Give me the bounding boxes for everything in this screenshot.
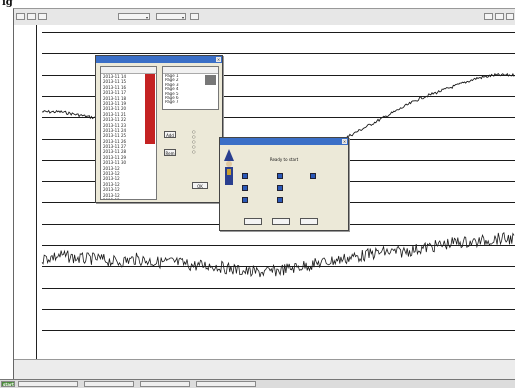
- date-list-item[interactable]: 2013-11 24: [103, 127, 127, 133]
- date-list-item[interactable]: 2013-11 15: [103, 79, 127, 85]
- page-list-item[interactable]: Page 6: [165, 95, 179, 100]
- dialog-title-bar: ×: [96, 56, 222, 63]
- checkbox-icon: [310, 173, 316, 179]
- toolbar-button-1[interactable]: [16, 13, 25, 20]
- date-list-item[interactable]: 2013-12: [103, 192, 120, 198]
- option-checkbox-4[interactable]: [242, 185, 250, 191]
- date-list-item[interactable]: 2013-11 14: [103, 74, 127, 79]
- page-selection-dialog: × 2013-11 14 2013-11 15 2013-11 16 2013-11 …: [95, 55, 223, 203]
- date-list-item[interactable]: 2013-11 26: [103, 138, 127, 144]
- grid-line: [42, 53, 515, 55]
- grid-line: [42, 330, 515, 332]
- grid-line: [42, 245, 515, 246]
- option-checkbox-6[interactable]: [242, 197, 250, 203]
- date-list-item[interactable]: 2013-11 28: [103, 149, 127, 155]
- date-list-item[interactable]: 2013-11 29: [103, 154, 127, 160]
- toolbar-button-6[interactable]: [495, 13, 504, 20]
- date-list-item[interactable]: 2013-11 17: [103, 90, 127, 96]
- page-list-header: [163, 67, 218, 74]
- taskbar-item-2[interactable]: [84, 381, 134, 387]
- page-heading: ig: [2, 0, 13, 8]
- ready-button-3[interactable]: [300, 218, 318, 225]
- option-checkbox-7[interactable]: [277, 197, 285, 203]
- toolbar-field-2[interactable]: ▾: [156, 13, 186, 20]
- date-list-item[interactable]: 2013-11 21: [103, 111, 127, 117]
- chevron-down-icon: ▾: [145, 15, 148, 20]
- toolbar-button-3[interactable]: [38, 13, 47, 20]
- date-list-item[interactable]: 2013-11 22: [103, 117, 127, 123]
- toolbar-button-2[interactable]: [27, 13, 36, 20]
- page-list-item[interactable]: Page 4: [165, 87, 179, 92]
- grid-line: [42, 32, 515, 33]
- date-list-item[interactable]: 2013-12: [103, 165, 120, 171]
- ok-button[interactable]: OK: [192, 182, 208, 189]
- selection-marker: [145, 74, 155, 144]
- option-checkbox-3[interactable]: [310, 173, 318, 179]
- grid-line: [42, 95, 515, 97]
- date-list-item[interactable]: 2013-11 19: [103, 100, 127, 106]
- dialog-title-bar: ×: [220, 138, 348, 145]
- date-list-item[interactable]: 2013-12: [103, 171, 120, 177]
- date-list-item[interactable]: 2013-11 30: [103, 160, 127, 166]
- date-list-item[interactable]: 2013-11 20: [103, 106, 127, 112]
- taskbar-item-3[interactable]: [140, 381, 190, 387]
- toolbar-button-5[interactable]: [484, 13, 493, 20]
- chevron-down-icon: ▾: [181, 15, 184, 20]
- selection-side-options: ○ ○ ○ ○ ○: [192, 129, 196, 154]
- grid-line: [42, 308, 515, 310]
- option-checkbox-2[interactable]: [277, 173, 285, 179]
- ready-button-2[interactable]: [272, 218, 290, 225]
- close-icon[interactable]: ×: [216, 57, 221, 62]
- taskbar-item-1[interactable]: [18, 381, 78, 387]
- date-list-item[interactable]: 2013-12: [101, 198, 156, 199]
- grid-line: [42, 74, 515, 76]
- ready-dialog: × Ready to start: [219, 137, 349, 231]
- grid-line: [42, 117, 515, 119]
- status-bar: [14, 359, 515, 380]
- ready-button-1[interactable]: [244, 218, 262, 225]
- page-list-item[interactable]: Page 5: [165, 91, 179, 96]
- date-list-item[interactable]: 2013-11 27: [103, 144, 127, 150]
- date-list[interactable]: 2013-11 14 2013-11 15 2013-11 16 2013-11 17…: [100, 66, 157, 200]
- date-list-item[interactable]: 2013-12: [103, 176, 120, 182]
- start-button[interactable]: start: [1, 381, 15, 387]
- date-list-header: [101, 67, 156, 74]
- option-checkbox-5[interactable]: [277, 185, 285, 191]
- checkbox-icon: [277, 173, 283, 179]
- date-list-item[interactable]: 2013-11 23: [103, 122, 127, 128]
- page-list-item[interactable]: Page 2: [165, 78, 179, 83]
- page-list-item[interactable]: Page 1: [165, 74, 179, 78]
- page-list[interactable]: Page 1 Page 2 Page 3 Page 4 Page 5 Page 6 Page…: [162, 66, 219, 110]
- toolbar-field-1[interactable]: ▾: [118, 13, 150, 20]
- date-list-item[interactable]: 2013-11 16: [103, 84, 127, 90]
- checkbox-icon: [277, 185, 283, 191]
- page-list-item[interactable]: Page 3: [165, 82, 179, 87]
- grid-line: [42, 287, 515, 289]
- option-checkbox-1[interactable]: [242, 173, 250, 179]
- toolbar-button-7[interactable]: [506, 13, 514, 20]
- taskbar-item-4[interactable]: [196, 381, 256, 387]
- date-list-item[interactable]: 2013-11 25: [103, 133, 127, 139]
- checkbox-icon: [242, 197, 248, 203]
- series-line-2: [41, 232, 515, 278]
- close-icon[interactable]: ×: [342, 139, 347, 144]
- date-list-item[interactable]: 2013-11 18: [103, 95, 127, 101]
- page-preview-swatch: [205, 75, 216, 85]
- toolbar: ▾ ▾: [14, 9, 515, 26]
- ready-line-1: Ready to start: [269, 157, 299, 162]
- checkbox-icon: [277, 197, 283, 203]
- page-list-item[interactable]: Page 7: [165, 100, 179, 105]
- add-button[interactable]: Add: [164, 131, 176, 138]
- remove-button[interactable]: Rem: [164, 149, 176, 156]
- wizard-icon: [224, 149, 234, 185]
- toolbar-button-4[interactable]: [190, 13, 199, 20]
- checkbox-icon: [242, 185, 248, 191]
- chart-y-axis: [36, 25, 37, 359]
- checkbox-icon: [242, 173, 248, 179]
- date-list-item[interactable]: 2013-12: [103, 187, 120, 193]
- grid-line: [42, 266, 515, 268]
- date-list-item[interactable]: 2013-12: [103, 181, 120, 187]
